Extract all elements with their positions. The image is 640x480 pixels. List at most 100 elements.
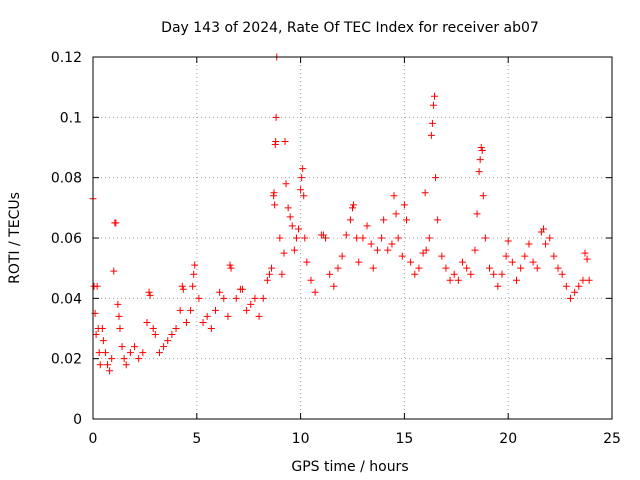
data-point xyxy=(179,285,187,293)
data-point xyxy=(168,331,176,339)
data-point xyxy=(508,258,516,266)
data-point xyxy=(286,213,294,221)
data-point xyxy=(288,222,296,230)
data-point xyxy=(251,294,259,302)
data-point xyxy=(550,252,558,260)
x-tick-label: 20 xyxy=(499,431,517,447)
data-point xyxy=(300,192,308,200)
data-point xyxy=(114,300,122,308)
data-point xyxy=(419,249,427,257)
data-point xyxy=(432,174,440,182)
data-point xyxy=(542,240,550,248)
data-point xyxy=(407,258,415,266)
data-point xyxy=(187,306,195,314)
data-point xyxy=(298,174,306,182)
data-point xyxy=(116,325,124,332)
data-point xyxy=(450,270,458,278)
data-point xyxy=(96,361,104,369)
data-point xyxy=(398,252,406,260)
data-point xyxy=(112,219,120,227)
data-point xyxy=(454,276,462,284)
data-point xyxy=(326,270,334,278)
y-tick-label: 0.1 xyxy=(60,110,82,126)
axes-layer: 0 0.02 0.04 0.06 0.08 0.1 0.12 0 5 10 15 20 25 xyxy=(51,50,621,447)
data-point xyxy=(290,246,298,254)
data-point xyxy=(270,189,278,197)
data-point xyxy=(203,312,211,320)
data-point xyxy=(490,270,498,278)
data-point xyxy=(115,312,123,320)
data-point xyxy=(227,264,235,272)
data-point xyxy=(571,288,579,296)
data-point xyxy=(529,258,537,266)
data-point xyxy=(369,264,377,272)
data-point xyxy=(276,234,284,242)
data-point xyxy=(135,355,143,363)
data-point xyxy=(431,92,439,100)
data-point xyxy=(334,264,342,272)
data-point xyxy=(384,246,392,254)
data-point xyxy=(367,240,375,248)
data-point xyxy=(494,282,502,290)
grid-layer xyxy=(93,57,612,419)
data-point xyxy=(400,201,408,209)
data-point xyxy=(259,294,267,302)
data-point xyxy=(330,282,338,290)
data-point xyxy=(428,119,436,127)
data-point xyxy=(425,234,433,242)
data-point xyxy=(353,234,361,242)
data-point xyxy=(131,343,139,351)
data-point xyxy=(118,343,126,351)
data-point xyxy=(498,270,506,278)
data-point xyxy=(145,288,153,296)
data-point xyxy=(226,261,234,269)
data-point xyxy=(558,270,566,278)
data-point xyxy=(338,252,346,260)
data-point xyxy=(421,189,429,197)
data-point xyxy=(380,216,388,224)
data-point xyxy=(110,267,118,275)
data-point xyxy=(521,252,529,260)
data-point xyxy=(224,312,232,320)
data-point xyxy=(190,270,198,278)
data-point xyxy=(93,282,101,290)
data-point xyxy=(139,349,147,357)
data-point xyxy=(146,291,154,299)
data-point xyxy=(151,331,159,339)
x-tick-label: 0 xyxy=(89,431,98,447)
data-point xyxy=(176,306,184,314)
data-point xyxy=(247,300,255,308)
data-point xyxy=(504,237,512,245)
data-point xyxy=(199,318,207,326)
data-point xyxy=(95,349,103,357)
data-point xyxy=(342,231,350,239)
data-point xyxy=(191,261,199,269)
y-tick-label: 0.04 xyxy=(51,291,82,307)
x-tick-label: 15 xyxy=(395,431,413,447)
data-point xyxy=(539,225,547,233)
data-point xyxy=(98,325,106,332)
data-point xyxy=(438,252,446,260)
data-point xyxy=(311,288,319,296)
data-point xyxy=(282,180,290,188)
data-point xyxy=(359,234,367,242)
data-point xyxy=(243,306,251,314)
data-point xyxy=(295,225,303,233)
data-point xyxy=(211,306,219,314)
data-point xyxy=(502,252,510,260)
data-point xyxy=(459,258,467,266)
data-point xyxy=(579,276,587,284)
y-tick-label: 0.06 xyxy=(51,231,82,247)
data-point xyxy=(172,325,180,332)
data-point xyxy=(106,367,114,375)
data-point xyxy=(442,264,450,272)
chart-title: Day 143 of 2024, Rate Of TEC Index for r… xyxy=(161,20,539,36)
data-point xyxy=(415,264,423,272)
data-point xyxy=(155,349,163,357)
data-point xyxy=(278,270,286,278)
data-point xyxy=(101,349,109,357)
data-point xyxy=(471,246,479,254)
data-point xyxy=(238,285,246,293)
data-point xyxy=(467,270,475,278)
